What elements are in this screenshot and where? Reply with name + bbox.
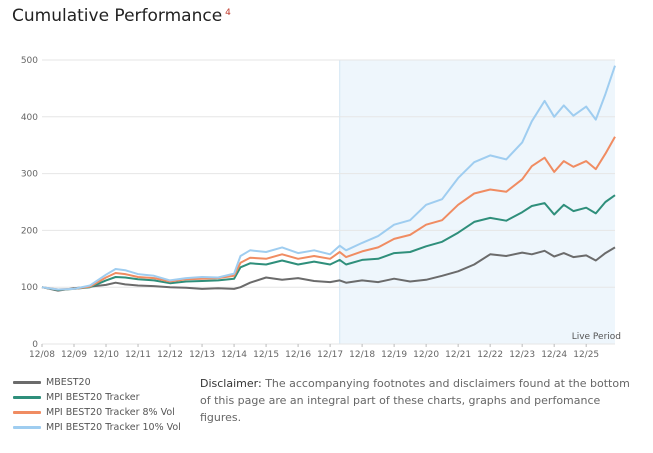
- x-tick-16: 12/24: [541, 350, 567, 360]
- x-tick-2: 12/10: [93, 350, 119, 360]
- live-period-label: Live Period: [572, 332, 621, 342]
- footnote-mark: 4: [225, 8, 231, 18]
- gridlines: [42, 59, 615, 345]
- legend-swatch-0: [13, 381, 41, 384]
- x-tick-15: 12/23: [509, 350, 535, 360]
- live-period-region: [339, 60, 615, 344]
- legend-label-3: MPI BEST20 Tracker 10% Vol: [46, 422, 181, 433]
- series-lines: [41, 65, 616, 292]
- chart-title: Cumulative Performance 4: [12, 6, 231, 26]
- series-line-1: [41, 194, 616, 291]
- x-tick-10: 12/18: [349, 350, 375, 360]
- disclaimer-label: Disclaimer:: [200, 377, 262, 390]
- legend: MBEST20 MPI BEST20 Tracker MPI BEST20 Trac…: [13, 375, 181, 435]
- x-tick-5: 12/13: [189, 350, 215, 360]
- x-tick-8: 12/16: [285, 350, 311, 360]
- series-line-0: [41, 246, 616, 292]
- legend-label-0: MBEST20: [46, 377, 91, 388]
- legend-swatch-2: [13, 411, 41, 414]
- x-tick-3: 12/11: [125, 350, 151, 360]
- y-tick-0: 0: [32, 340, 38, 350]
- legend-item-3: MPI BEST20 Tracker 10% Vol: [13, 420, 181, 435]
- legend-swatch-3: [13, 426, 41, 429]
- x-tick-labels: 12/08 12/09 12/10 12/11 12/12 12/13 12/14 12/15…: [29, 344, 599, 360]
- series-line-2: [41, 136, 616, 291]
- legend-swatch-1: [13, 396, 41, 399]
- x-tick-1: 12/09: [61, 350, 87, 360]
- x-tick-9: 12/17: [317, 350, 343, 360]
- x-tick-6: 12/14: [221, 350, 247, 360]
- x-tick-12: 12/20: [413, 350, 439, 360]
- y-tick-300: 300: [21, 170, 38, 180]
- x-tick-17: 12/25: [573, 350, 599, 360]
- legend-item-2: MPI BEST20 Tracker 8% Vol: [13, 405, 181, 420]
- y-tick-400: 400: [21, 113, 38, 123]
- chart-title-text: Cumulative Performance: [12, 6, 223, 26]
- x-tick-7: 12/15: [253, 350, 279, 360]
- legend-item-1: MPI BEST20 Tracker: [13, 390, 181, 405]
- y-tick-200: 200: [21, 226, 38, 236]
- live-period-shade: [339, 60, 615, 344]
- x-tick-11: 12/19: [381, 350, 407, 360]
- legend-label-1: MPI BEST20 Tracker: [46, 392, 140, 403]
- legend-label-2: MPI BEST20 Tracker 8% Vol: [46, 407, 175, 418]
- legend-item-0: MBEST20: [13, 375, 181, 390]
- x-tick-14: 12/22: [477, 350, 503, 360]
- series-line-3: [41, 65, 616, 291]
- y-tick-labels: 0 100 200 300 400 500: [21, 56, 38, 350]
- y-tick-100: 100: [21, 283, 38, 293]
- y-tick-500: 500: [21, 56, 38, 66]
- x-tick-4: 12/12: [157, 350, 183, 360]
- disclaimer-text: The accompanying footnotes and disclaime…: [200, 377, 630, 424]
- x-tick-13: 12/21: [445, 350, 471, 360]
- x-tick-0: 12/08: [29, 350, 55, 360]
- disclaimer: Disclaimer: The accompanying footnotes a…: [200, 375, 640, 426]
